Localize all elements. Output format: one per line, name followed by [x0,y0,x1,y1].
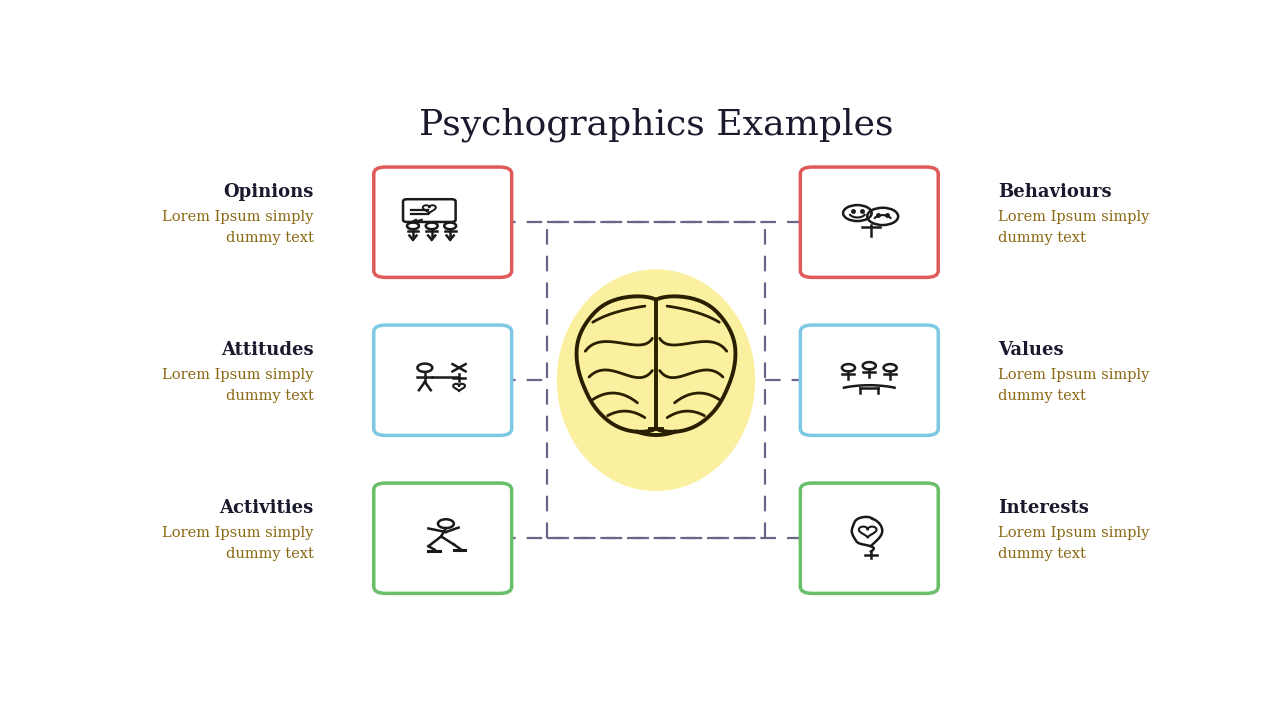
Ellipse shape [557,269,755,491]
Text: Lorem Ipsum simply
dummy text: Lorem Ipsum simply dummy text [163,526,314,561]
FancyBboxPatch shape [800,167,938,277]
Text: Opinions: Opinions [224,183,314,201]
FancyBboxPatch shape [374,325,512,436]
FancyBboxPatch shape [800,325,938,436]
FancyBboxPatch shape [800,483,938,593]
FancyBboxPatch shape [374,483,512,593]
Text: Psychographics Examples: Psychographics Examples [419,108,893,143]
Text: Activities: Activities [219,499,314,517]
Text: Lorem Ipsum simply
dummy text: Lorem Ipsum simply dummy text [998,526,1149,561]
Text: Values: Values [998,341,1064,359]
Text: Lorem Ipsum simply
dummy text: Lorem Ipsum simply dummy text [998,369,1149,403]
Text: Lorem Ipsum simply
dummy text: Lorem Ipsum simply dummy text [163,369,314,403]
Text: Behaviours: Behaviours [998,183,1112,201]
Text: Interests: Interests [998,499,1089,517]
Text: Lorem Ipsum simply
dummy text: Lorem Ipsum simply dummy text [998,210,1149,245]
FancyBboxPatch shape [374,167,512,277]
Text: Lorem Ipsum simply
dummy text: Lorem Ipsum simply dummy text [163,210,314,245]
Text: Attitudes: Attitudes [221,341,314,359]
